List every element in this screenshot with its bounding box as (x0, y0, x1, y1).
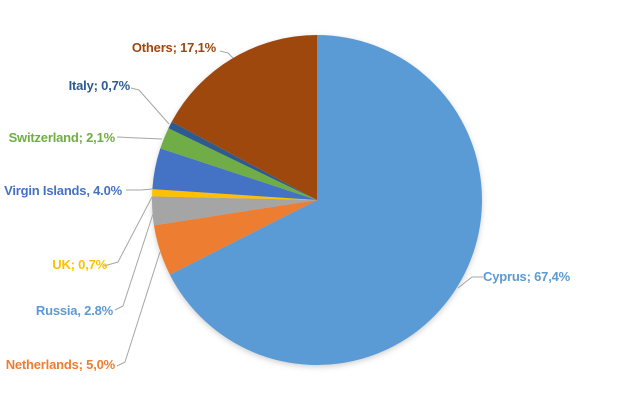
pie-label-italy: Italy; 0,7% (68, 78, 131, 93)
pie-label-others: Others; 17,1% (131, 40, 216, 55)
pie-label-switzerland: Switzerland; 2,1% (8, 130, 116, 145)
pie-slice-cyprus (169, 35, 483, 365)
pie-label-netherlands: Netherlands; 5,0% (5, 357, 116, 372)
leader-line-others (219, 50, 234, 59)
leader-line-italy (130, 87, 170, 125)
pie-slice-italy (168, 121, 317, 200)
pie-slice-russia (151, 196, 317, 226)
pie-label-russia: Russia, 2.8% (35, 303, 113, 318)
pie-slices-group (151, 35, 483, 365)
pie-label-cyprus: Cyprus; 67,4% (483, 269, 570, 284)
leader-lines-group (103, 50, 483, 367)
leader-line-virgin-islands (126, 188, 154, 191)
leader-line-cyprus (457, 276, 483, 289)
pie-label-uk: UK; 0,7% (52, 257, 107, 272)
pie-label-virgin-islands: Virgin Islands, 4.0% (4, 183, 122, 198)
pie-slice-switzerland (160, 128, 317, 200)
pie-slice-netherlands (153, 200, 317, 275)
leader-line-netherlands (116, 251, 161, 367)
pie-slice-uk (152, 189, 317, 200)
leader-line-russia (114, 213, 154, 311)
pie-slice-virgin-islands (152, 148, 317, 200)
leader-line-switzerland (116, 136, 163, 140)
leader-line-uk (103, 196, 153, 267)
pie-slice-others (171, 35, 317, 200)
